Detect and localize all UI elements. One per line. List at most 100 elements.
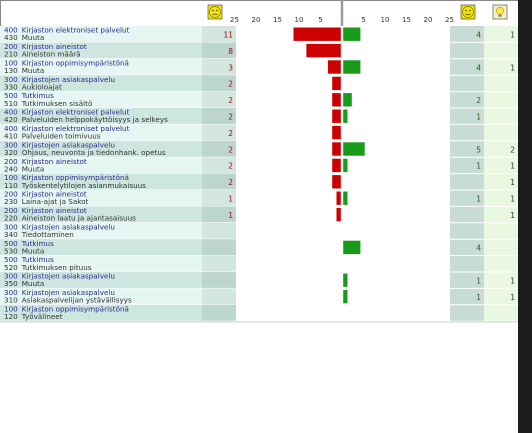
- row-category-label: 200 Kirjaston aineistot: [4, 190, 87, 199]
- row-category-label: 300 Kirjastojen asiakaspalvelu: [4, 288, 115, 297]
- row-category-name: Kirjaston aineistot: [22, 190, 87, 199]
- row-negative-count-bg: [202, 26, 236, 43]
- row-plot-bg: [236, 75, 450, 92]
- row-category-code: 300: [4, 75, 18, 84]
- row-subcategory-code: 210: [4, 50, 18, 59]
- row-subcategory-name: Aineiston määrä: [22, 50, 81, 59]
- row-negative-count-bg: [202, 173, 236, 190]
- row-subcategory-code: 230: [4, 197, 18, 206]
- row-category-code: 100: [4, 304, 18, 313]
- left-tick-label: 10: [295, 16, 304, 24]
- row-subcategory-code: 430: [4, 33, 18, 42]
- row-subcategory-name: Palveluiden toimivuus: [22, 132, 101, 141]
- row-label-bg: [0, 190, 202, 207]
- row-category-name: Kirjaston elektroniset palvelut: [22, 26, 130, 35]
- row-subcategory-label: 230 Laina-ajat ja Sakot: [4, 197, 89, 206]
- row-category-name: Kirjastojen asiakaspalvelu: [22, 288, 115, 297]
- row-category-label: 400 Kirjaston elektroniset palvelut: [4, 124, 130, 133]
- happy-face-eye: [469, 9, 471, 12]
- negative-bar: [293, 27, 341, 41]
- right-tick-label: 10: [381, 16, 390, 24]
- row-category-label: 400 Kirjaston elektroniset palvelut: [4, 26, 130, 35]
- row-plot-bg: [236, 272, 450, 289]
- positive-count-label: 4: [476, 244, 481, 253]
- negative-count-label: 2: [228, 162, 233, 171]
- row-subcategory-name: Työvälineet: [21, 312, 63, 321]
- positive-count-label: 4: [476, 63, 481, 72]
- row-category-name: Kirjastojen asiakaspalvelu: [22, 140, 115, 149]
- negative-bar: [332, 93, 341, 107]
- row-category-code: 300: [4, 272, 18, 281]
- negative-bar: [336, 191, 341, 205]
- row-plot-bg: [236, 206, 450, 223]
- row-category-name: Kirjaston elektroniset palvelut: [22, 108, 130, 117]
- row-subcategory-name: Tiedottaminen: [21, 230, 74, 239]
- row-subcategory-name: Ohjaus, neuvonta ja tiedonhank. opetus: [22, 148, 166, 157]
- row-category-code: 100: [4, 58, 18, 67]
- row-label-bg: [0, 222, 202, 240]
- row-category-label: 500 Tutkimus: [4, 91, 54, 100]
- row-label-bg: [0, 206, 202, 223]
- row-category-label: 300 Kirjastojen asiakaspalvelu: [4, 140, 115, 149]
- row-subcategory-name: Muuta: [22, 66, 45, 75]
- sad-face-circle: [209, 6, 221, 18]
- row-label-bg: [0, 272, 202, 289]
- row-category-label: 100 Kirjaston oppimisympäristönä: [4, 304, 129, 313]
- row-subcategory-name: Aukioloajat: [22, 82, 62, 91]
- row-plot-bg: [236, 108, 450, 125]
- row-subcategory-name: Laina-ajat ja Sakot: [22, 197, 89, 206]
- left-tick-label: 20: [252, 16, 261, 24]
- positive-bar: [343, 27, 361, 41]
- row-category-name: Kirjaston elektroniset palvelut: [22, 124, 130, 133]
- ideas-count-label: 1: [510, 178, 515, 187]
- ideas-count-label: 1: [510, 31, 515, 40]
- row-negative-count-bg: [202, 222, 236, 240]
- row-subcategory-name: Muuta: [22, 33, 45, 42]
- positive-bar: [343, 158, 348, 173]
- row-subcategory-label: 320 Ohjaus, neuvonta ja tiedonhank. opetu…: [4, 148, 166, 157]
- row-subcategory-label: 330 Aukioloajat: [4, 82, 62, 91]
- row-category-label: 500 Tutkimus: [4, 239, 54, 248]
- row-subcategory-label: 530 Muuta: [4, 246, 44, 255]
- row-category-label: 500 Tutkimus: [4, 255, 54, 264]
- right-tick-label: 25: [445, 16, 454, 24]
- sad-face-mouth: [212, 13, 218, 16]
- row-label-bg: [0, 140, 202, 158]
- row-subcategory-label: 210 Aineiston määrä: [4, 50, 81, 59]
- sad-face-eye: [212, 9, 214, 12]
- row-subcategory-code: 410: [4, 132, 18, 141]
- row-label-bg: [0, 239, 202, 256]
- row-negative-count-bg: [202, 75, 236, 92]
- row-subcategory-code: 320: [4, 148, 18, 157]
- row-category-code: 500: [4, 255, 18, 264]
- row-category-code: 500: [4, 91, 18, 100]
- row-plot-bg: [236, 140, 450, 158]
- positive-bar: [343, 191, 348, 205]
- scrollbar-track: [518, 0, 532, 433]
- row-negative-count-bg: [202, 91, 236, 108]
- positive-count-label: 1: [476, 162, 481, 171]
- row-subcategory-name: Muuta: [22, 246, 45, 255]
- row-category-code: 300: [4, 288, 18, 297]
- negative-count-label: 2: [228, 129, 233, 138]
- row-category-code: 400: [4, 124, 18, 133]
- row-label-bg: [0, 157, 202, 174]
- negative-bar: [332, 142, 341, 156]
- row-subcategory-name: Tutkimuksen sisältö: [21, 99, 93, 108]
- negative-count-label: 2: [228, 96, 233, 105]
- row-category-code: 100: [4, 173, 18, 182]
- positive-count-label: 1: [476, 113, 481, 122]
- row-subcategory-name: Tutkimuksen pituus: [21, 263, 92, 272]
- left-tick-label: 5: [318, 16, 322, 24]
- header-band: [0, 0, 518, 26]
- ideas-count-label: 2: [510, 145, 515, 154]
- row-label-bg: [0, 26, 202, 43]
- row-subcategory-label: 410 Palveluiden toimivuus: [4, 132, 101, 141]
- row-negative-count-bg: [202, 255, 236, 272]
- row-label-bg: [0, 75, 202, 92]
- row-category-name: Kirjaston aineistot: [22, 157, 87, 166]
- row-plot-bg: [236, 190, 450, 207]
- row-category-name: Kirjastojen asiakaspalvelu: [22, 75, 115, 84]
- ideas-count-label: 1: [510, 293, 515, 302]
